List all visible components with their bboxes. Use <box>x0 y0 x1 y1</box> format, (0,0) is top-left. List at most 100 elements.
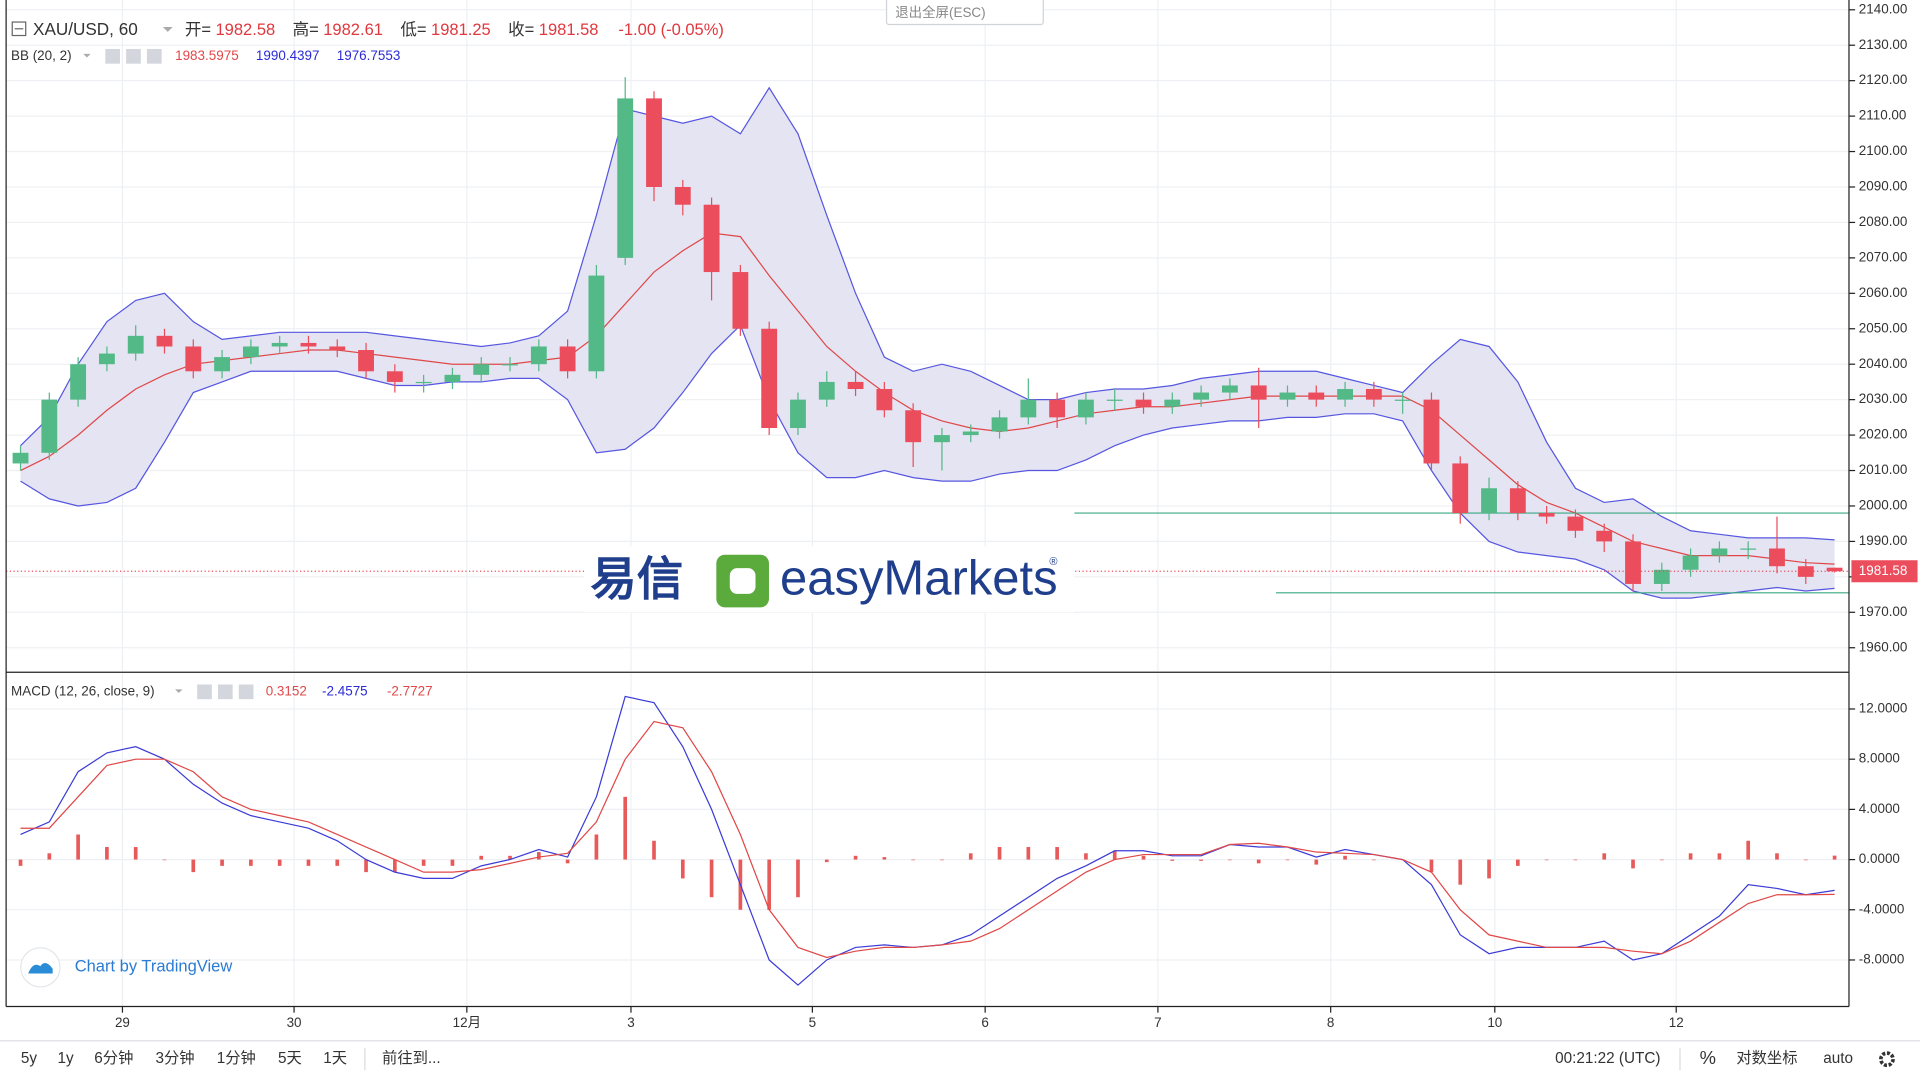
button-settings[interactable] <box>126 48 141 64</box>
histogram-bar <box>968 853 973 860</box>
toolbar-button[interactable]: 3分钟 <box>156 1050 195 1067</box>
histogram-bar <box>1026 847 1031 860</box>
y-tick-label: 2030.00 <box>1859 391 1908 406</box>
candle-body <box>1394 399 1411 401</box>
candle-body <box>1682 555 1699 570</box>
histogram-bar <box>1084 853 1088 860</box>
candle-body <box>242 346 259 358</box>
button-remove[interactable] <box>146 48 162 64</box>
symbol[interactable]: XAU/USD, 60 <box>33 19 138 39</box>
band-middle <box>20 232 1835 565</box>
y-tick-label: 0.0000 <box>1859 851 1900 866</box>
collapse-icon[interactable] <box>11 21 27 37</box>
candle-body <box>617 98 634 258</box>
candle-body <box>1365 389 1382 400</box>
button-visibility[interactable] <box>105 48 120 64</box>
histogram-bar <box>1055 847 1059 860</box>
toolbar-button[interactable]: 6分钟 <box>94 1050 133 1067</box>
histogram-bar <box>1803 859 1808 861</box>
histogram-bar <box>335 859 340 866</box>
histogram-bar <box>421 859 426 866</box>
candle-body <box>905 410 922 443</box>
toolbar-button[interactable]: 5y <box>21 1050 38 1067</box>
y-tick-label: 2010.00 <box>1859 462 1908 477</box>
histogram-bar <box>18 859 23 866</box>
button-settings[interactable] <box>217 684 233 700</box>
exit-fullscreen-button[interactable] <box>885 0 1044 26</box>
histogram-bar <box>277 859 282 866</box>
ohlc-label: 收= <box>508 20 534 39</box>
y-tick-label: -4.0000 <box>1859 901 1905 916</box>
candle-body <box>185 346 202 372</box>
log-button[interactable]: 对数坐标 <box>1736 1050 1797 1067</box>
toolbar-button[interactable]: 5天 <box>278 1050 302 1067</box>
dropdown[interactable] <box>175 689 183 694</box>
candle-body <box>1481 488 1497 514</box>
candle-body <box>1596 530 1613 542</box>
dropdown[interactable] <box>162 26 173 32</box>
candle-body <box>847 381 864 390</box>
candle-body <box>386 371 403 382</box>
histogram-bar <box>249 859 253 866</box>
histogram-bar <box>1659 859 1664 861</box>
credit[interactable]: Chart by TradingView <box>75 957 233 976</box>
candle-body <box>1509 488 1526 514</box>
ohlc-label: 高= <box>293 20 319 39</box>
histogram-bar <box>1285 859 1290 861</box>
candle-body <box>502 364 518 366</box>
candle-body <box>1193 392 1210 400</box>
last-price-label: 1981.58 <box>1859 563 1908 578</box>
indicator-name[interactable]: BB (20, 2) <box>11 48 72 63</box>
dropdown[interactable] <box>83 53 91 58</box>
y-tick-label: 1960.00 <box>1859 639 1908 654</box>
histogram-bar <box>1602 853 1607 860</box>
histogram-bar <box>1170 859 1175 861</box>
histogram-bar <box>393 859 397 873</box>
x-tick-label: 7 <box>1154 1015 1161 1030</box>
histogram-bar <box>853 855 858 860</box>
candle-body <box>1308 392 1325 400</box>
x-tick-label: 5 <box>809 1015 816 1030</box>
x-tick-label: 29 <box>115 1015 130 1030</box>
histogram-bar <box>1343 855 1347 860</box>
change: -1.00 (-0.05%) <box>618 20 724 39</box>
y-tick-label: 2120.00 <box>1859 72 1908 87</box>
ohlc-value: 1982.58 <box>216 20 276 39</box>
button-remove[interactable] <box>238 684 254 700</box>
histogram-bar <box>1314 859 1319 865</box>
settings-icon[interactable] <box>1878 1051 1895 1068</box>
histogram-bar <box>191 859 196 873</box>
percent-button[interactable]: % <box>1700 1047 1716 1068</box>
candle-body <box>415 381 432 384</box>
x-tick-label: 10 <box>1487 1015 1502 1030</box>
histogram-bar <box>709 859 714 898</box>
histogram-bar <box>1372 859 1376 861</box>
y-tick-label: 2000.00 <box>1859 498 1908 513</box>
histogram-bar <box>1256 859 1261 864</box>
histogram-bar <box>1487 859 1491 879</box>
logo-box <box>584 546 1074 613</box>
x-tick-label: 8 <box>1327 1015 1334 1030</box>
candle-body <box>559 346 576 372</box>
candle-body <box>1826 567 1843 572</box>
button-visibility[interactable] <box>197 684 212 700</box>
toolbar-button[interactable]: 1天 <box>323 1050 347 1067</box>
indicator-name[interactable]: MACD (12, 26, close, 9) <box>11 683 155 698</box>
candle-body <box>41 399 58 453</box>
histogram-bar <box>1631 859 1635 869</box>
toolbar-button[interactable]: 前往到... <box>382 1050 441 1067</box>
histogram-bar <box>536 852 541 860</box>
candle-body <box>1625 541 1641 584</box>
indicator-value: -2.4575 <box>322 683 368 698</box>
toolbar-button[interactable]: 1y <box>58 1050 75 1067</box>
histogram-bar <box>940 859 944 861</box>
histogram-bar <box>220 859 224 866</box>
grid-layer: 293012月3567810121960.001970.001980.00199… <box>6 0 1907 1030</box>
histogram-bar <box>479 855 484 860</box>
y-tick-label: 1970.00 <box>1859 604 1908 619</box>
indicator-value: 0.3152 <box>266 683 307 698</box>
ohlc-label: 低= <box>400 20 426 39</box>
toolbar-button[interactable]: 1分钟 <box>217 1050 256 1067</box>
histogram-bar <box>47 853 52 860</box>
auto-button[interactable]: auto <box>1823 1050 1853 1067</box>
